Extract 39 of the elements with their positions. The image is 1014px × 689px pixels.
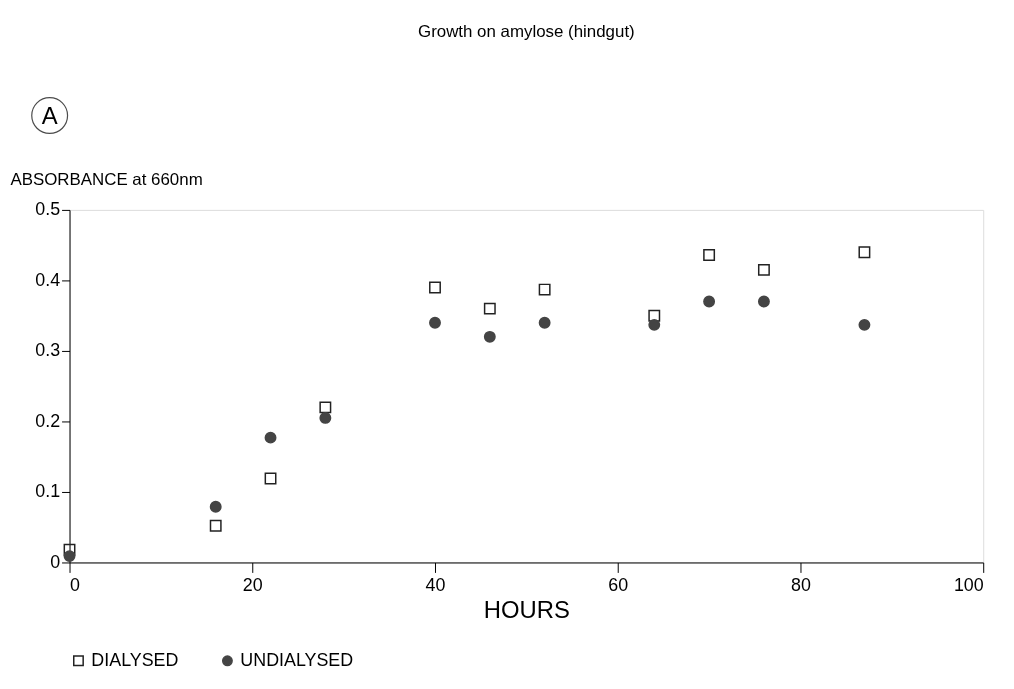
point	[209, 500, 222, 513]
point	[264, 431, 277, 444]
y-tick-label: 0.3	[35, 340, 61, 361]
point	[264, 472, 277, 485]
y-tick-label: 0	[50, 551, 61, 572]
point	[757, 295, 770, 308]
point	[703, 249, 716, 261]
point	[429, 316, 441, 329]
x-tick-label: 0	[70, 574, 81, 595]
chart-title: Growth on amylose (hindgut)	[418, 21, 635, 41]
y-tick-label: 0.1	[35, 481, 61, 502]
point	[648, 318, 661, 331]
point	[319, 401, 332, 414]
point	[757, 263, 770, 276]
legend-label: UNDIALYSED	[240, 649, 354, 670]
point	[538, 283, 551, 296]
point	[858, 246, 871, 259]
y-tick-label: 0.2	[35, 410, 61, 431]
x-tick-label: 40	[425, 574, 446, 595]
x-tick-label: 80	[791, 574, 811, 595]
point	[483, 302, 496, 315]
point	[319, 411, 332, 424]
x-axis-title: HOURS	[483, 595, 570, 623]
x-tick-label: 20	[242, 574, 263, 595]
point	[429, 281, 441, 294]
point	[483, 330, 496, 343]
point	[538, 316, 551, 329]
y-tick-label: 0.4	[35, 269, 61, 290]
y-axis-title: ABSORBANCE at 660nm	[10, 169, 203, 189]
legend-label: DIALYSED	[91, 649, 179, 670]
x-tick-label: 60	[608, 574, 629, 595]
point	[703, 295, 716, 308]
point	[648, 309, 661, 322]
y-tick-label: 0.5	[35, 199, 61, 220]
text: A	[41, 101, 58, 129]
point	[209, 519, 222, 532]
x-tick-label: 100	[953, 574, 984, 595]
point	[63, 543, 76, 556]
point	[858, 318, 871, 331]
